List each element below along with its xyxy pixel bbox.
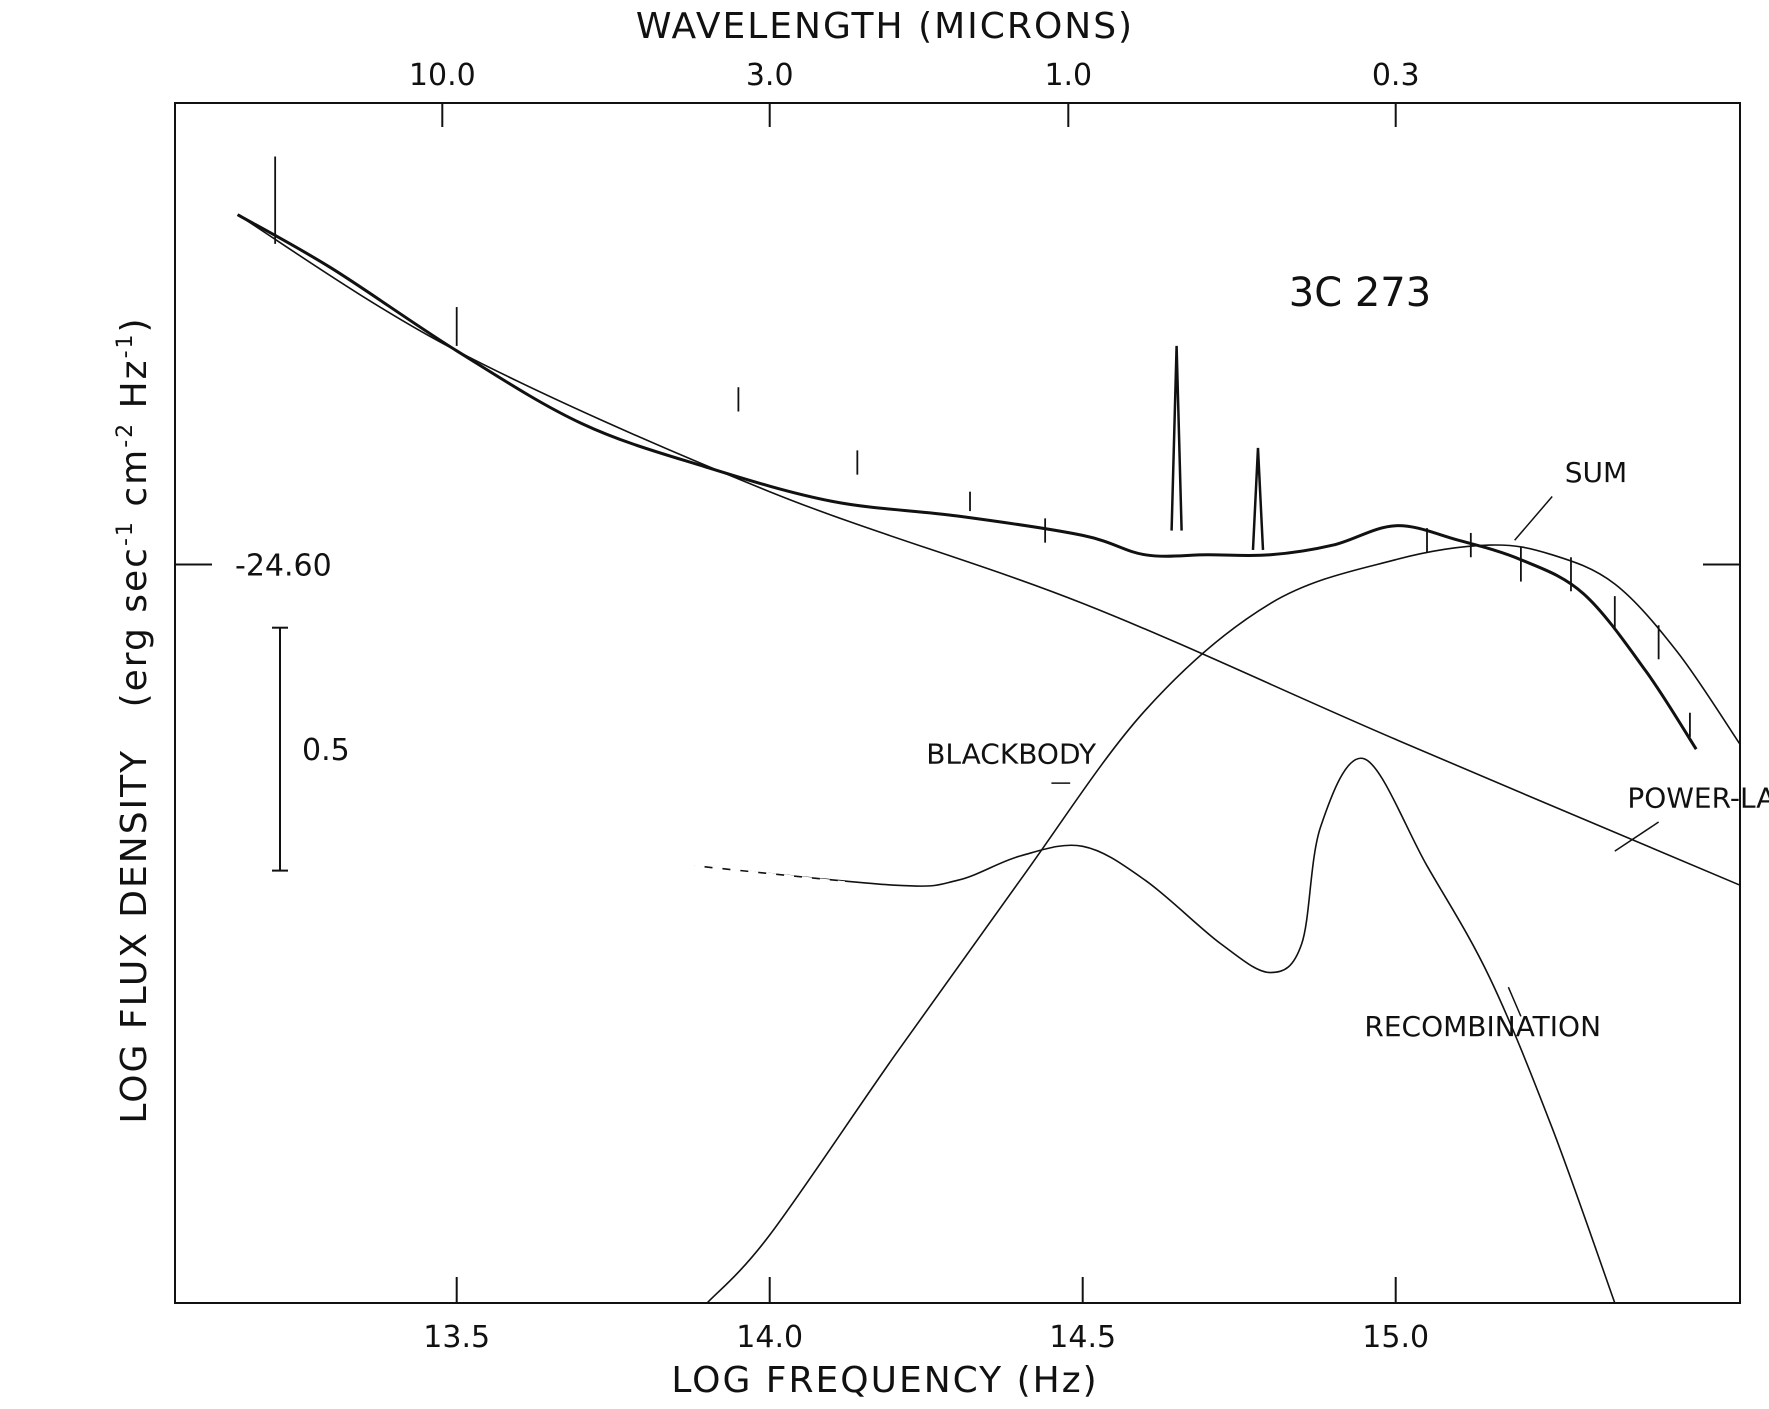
annotation-leader-3 [1507,986,1522,1017]
x-tick-label-2: 14.5 [1049,1320,1116,1355]
top-tick-label-0: 10.0 [409,58,476,93]
curve-annotations: SUM POWER-LAW BLACKBODY RECOMBINATION [926,456,1769,1043]
scale-bar: 0.5 [272,626,350,872]
top-tick-label-1: 3.0 [746,58,794,93]
data-error-bars [274,156,1691,738]
annotation-sum: SUM [1565,456,1627,489]
x-tick-label-1: 14.0 [736,1320,803,1355]
series-blackbody-line [706,544,1741,1304]
curves [236,213,1741,1304]
annotation-blackbody: BLACKBODY [926,738,1097,771]
annotation-recombination: RECOMBINATION [1364,1010,1601,1043]
scale-bar-label: 0.5 [302,733,350,768]
series-power-law-line [237,214,1741,886]
series-sum-line [236,213,1698,751]
y-reference-label: -24.60 [235,549,332,584]
top-axis-title: WAVELENGTH (MICRONS) [636,6,1134,47]
annotation-leader-1 [1614,821,1660,852]
recombination-dashed-segment [694,864,845,885]
emission-line-0 [1170,345,1183,531]
annotation-leader-0 [1514,496,1553,541]
y-reference: -24.60 [175,549,1740,584]
x-axis-title: LOG FREQUENCY (Hz) [671,1360,1098,1401]
y-axis-title: LOG FLUX DENSITY (erg sec-1 cm-2 Hz-1) [113,316,155,1123]
top-tick-label-3: 0.3 [1372,58,1420,93]
plot-frame [174,102,1741,1304]
x-tick-label-0: 13.5 [423,1320,490,1355]
top-tick-label-2: 1.0 [1044,58,1092,93]
y-axis-title-group: LOG FLUX DENSITY (erg sec-1 cm-2 Hz-1) [113,316,155,1123]
emission-line-1 [1251,447,1265,551]
annotation-power-law: POWER-LAW [1627,781,1769,814]
chart-title: 3C 273 [1289,270,1431,316]
series-recombination-line [694,757,1616,1304]
x-tick-label-3: 15.0 [1362,1320,1429,1355]
axis-ticks: 13.5 14.0 14.5 15.0 10.0 3.0 1.0 0.3 [409,58,1429,1355]
